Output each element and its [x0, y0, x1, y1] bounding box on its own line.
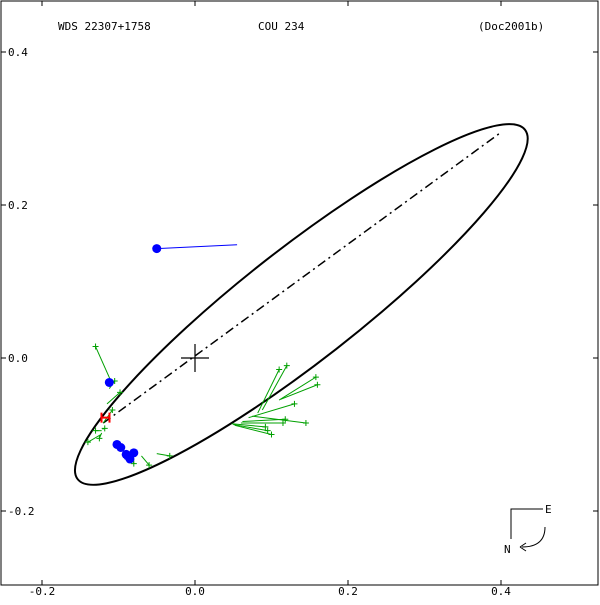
compass-arrowhead-icon	[519, 542, 527, 552]
visual-observation-point	[283, 362, 290, 369]
visual-residual-line	[141, 455, 150, 466]
visual-observation-point	[101, 425, 108, 432]
compass-rose: E N	[504, 503, 552, 556]
x-tick-label: 0.4	[491, 585, 511, 598]
visual-observation-point	[264, 427, 271, 434]
visual-residual-line	[102, 409, 113, 424]
visual-residual-line	[234, 424, 272, 435]
line-of-apsides	[102, 131, 502, 424]
y-tick-label: 0.4	[8, 46, 28, 59]
compass-curved-arrow-icon	[521, 526, 546, 548]
visual-observation-point	[282, 416, 289, 423]
visual-observation-point	[276, 366, 283, 373]
speckle-observation-point	[152, 244, 162, 254]
y-tick-label: 0.2	[8, 199, 28, 212]
header-wds-id: WDS 22307+1758	[58, 20, 151, 33]
speckle-observation-point	[116, 443, 126, 453]
visual-observation-point	[109, 407, 116, 414]
visual-residual-line	[252, 415, 306, 424]
visual-residual-line	[233, 424, 268, 432]
orbit-layer	[73, 123, 529, 486]
speckle-observation-point	[104, 377, 114, 387]
visual-observation-point	[92, 427, 99, 434]
speckle-residual-line	[156, 244, 238, 250]
visual-residual-line	[106, 392, 121, 405]
x-tick-label: 0.2	[338, 585, 358, 598]
visual-observation-point	[96, 435, 103, 442]
periastron-marker	[100, 412, 111, 423]
visual-residual-line	[231, 423, 266, 428]
visual-observation-point	[314, 381, 321, 388]
visual-observation-point	[291, 400, 298, 407]
visual-observation-point	[262, 423, 269, 430]
visual-observation-point	[146, 462, 153, 469]
compass-north-label: N	[504, 543, 511, 556]
speckle-observation-point	[123, 451, 133, 461]
plot-frame	[0, 0, 599, 586]
visual-residual-line	[257, 369, 280, 414]
visual-residual-line	[278, 376, 317, 401]
y-tick-label: -0.2	[8, 505, 35, 518]
observations-layer	[84, 244, 321, 469]
visual-observation-point	[92, 343, 99, 350]
visual-residual-line	[261, 365, 288, 411]
compass-east-label: E	[545, 503, 552, 516]
visual-residual-line	[87, 434, 102, 443]
y-tick-label: 0.0	[8, 352, 28, 365]
visual-observation-point	[166, 452, 173, 459]
x-tick-label: 0.0	[185, 585, 205, 598]
orbit-ellipse	[73, 123, 529, 486]
visual-residual-line	[95, 346, 112, 382]
visual-observation-point	[302, 420, 309, 427]
header-discoverer: COU 234	[258, 20, 305, 33]
visual-residual-line	[248, 403, 295, 419]
visual-observation-point	[279, 420, 286, 427]
visual-residual-line	[280, 384, 318, 400]
visual-observation-point	[117, 389, 124, 396]
compass-arrow-lines	[510, 508, 543, 539]
visual-observation-point	[84, 439, 91, 446]
visual-observation-point	[268, 431, 275, 438]
visual-observation-point	[130, 460, 137, 467]
header-reference: (Doc2001b)	[478, 20, 544, 33]
visual-observation-point	[312, 374, 319, 381]
x-tick-label: -0.2	[29, 585, 56, 598]
